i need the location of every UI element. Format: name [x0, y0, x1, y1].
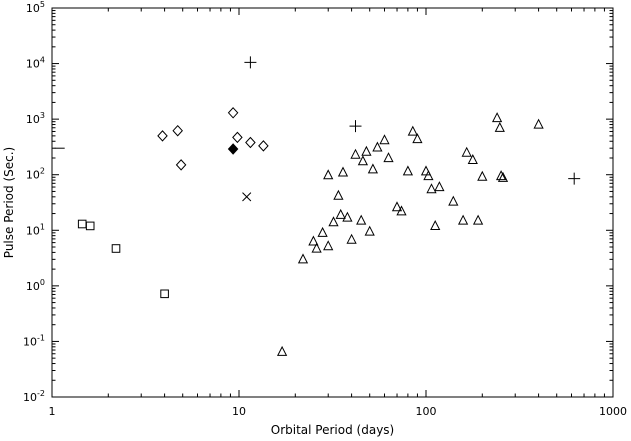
marker-triangle — [367, 163, 379, 174]
marker-triangle — [364, 225, 375, 236]
marker-diamond — [227, 107, 239, 119]
marker-diamond — [258, 140, 269, 152]
marker-triangle — [372, 141, 383, 152]
marker-triangle — [337, 166, 349, 177]
marker-triangle — [423, 170, 434, 181]
x-tick-label: 100 — [416, 405, 437, 418]
marker-triangle — [342, 211, 353, 222]
marker-plus — [568, 172, 581, 185]
x-tick-label: 10 — [232, 405, 246, 418]
marker-diamond — [245, 136, 256, 149]
marker-square — [77, 219, 87, 229]
marker-diamond-filled — [227, 143, 239, 155]
marker-triangle — [361, 145, 372, 156]
x-tick-label: 1 — [49, 405, 56, 418]
marker-triangle — [461, 146, 472, 157]
marker-diamond — [172, 124, 183, 137]
marker-triangle — [333, 189, 344, 200]
y-tick-label: 103 — [26, 111, 45, 126]
marker-triangle — [297, 253, 309, 264]
marker-triangle — [357, 155, 369, 166]
marker-triangle — [379, 134, 390, 145]
marker-triangle — [494, 121, 505, 132]
marker-diamond — [157, 130, 168, 142]
marker-triangle — [317, 226, 328, 237]
marker-triangle — [533, 118, 544, 129]
y-tick-label: 102 — [26, 167, 45, 182]
marker-triangle — [426, 183, 437, 194]
marker-triangle — [402, 165, 414, 176]
marker-triangle — [472, 214, 484, 225]
marker-triangle — [328, 216, 339, 227]
marker-triangle — [391, 201, 403, 212]
marker-triangle — [495, 170, 507, 181]
marker-triangle — [323, 169, 334, 180]
marker-cross — [242, 192, 252, 202]
y-axis-title: Pulse Period (Sec.) — [2, 147, 16, 258]
y-tick-label: 10-2 — [23, 389, 45, 404]
plot-frame — [51, 7, 614, 398]
marker-triangle — [383, 152, 394, 163]
x-tick-label: 1000 — [599, 405, 627, 418]
marker-triangle — [323, 240, 334, 251]
marker-triangle — [335, 208, 346, 219]
marker-square — [111, 244, 121, 253]
marker-diamond — [175, 159, 187, 171]
marker-triangle — [350, 148, 361, 159]
marker-triangle — [356, 214, 367, 225]
y-tick-label: 101 — [26, 222, 45, 237]
marker-triangle — [420, 165, 432, 176]
y-tick-label: 100 — [26, 278, 45, 293]
marker-diamond — [232, 131, 243, 144]
marker-triangle — [434, 181, 445, 192]
marker-triangle — [491, 112, 503, 123]
marker-triangle — [276, 345, 288, 356]
marker-square — [85, 221, 95, 231]
y-tick-label: 10-1 — [23, 333, 45, 348]
marker-triangle — [308, 235, 319, 246]
y-tick-label: 105 — [26, 0, 45, 15]
marker-triangle — [477, 170, 488, 181]
marker-plus — [349, 120, 362, 133]
y-tick-label: 104 — [26, 56, 45, 71]
marker-triangle — [412, 133, 423, 144]
marker-triangle — [467, 154, 478, 164]
x-axis-title: Orbital Period (days) — [271, 423, 394, 437]
marker-triangle — [497, 171, 509, 182]
marker-triangle — [457, 214, 469, 225]
marker-square — [160, 289, 169, 299]
marker-triangle — [407, 125, 418, 136]
marker-triangle — [311, 242, 322, 253]
marker-triangle — [396, 205, 407, 216]
marker-triangle — [448, 195, 459, 206]
marker-triangle — [430, 220, 441, 230]
marker-triangle — [346, 233, 357, 244]
marker-plus — [244, 56, 257, 69]
